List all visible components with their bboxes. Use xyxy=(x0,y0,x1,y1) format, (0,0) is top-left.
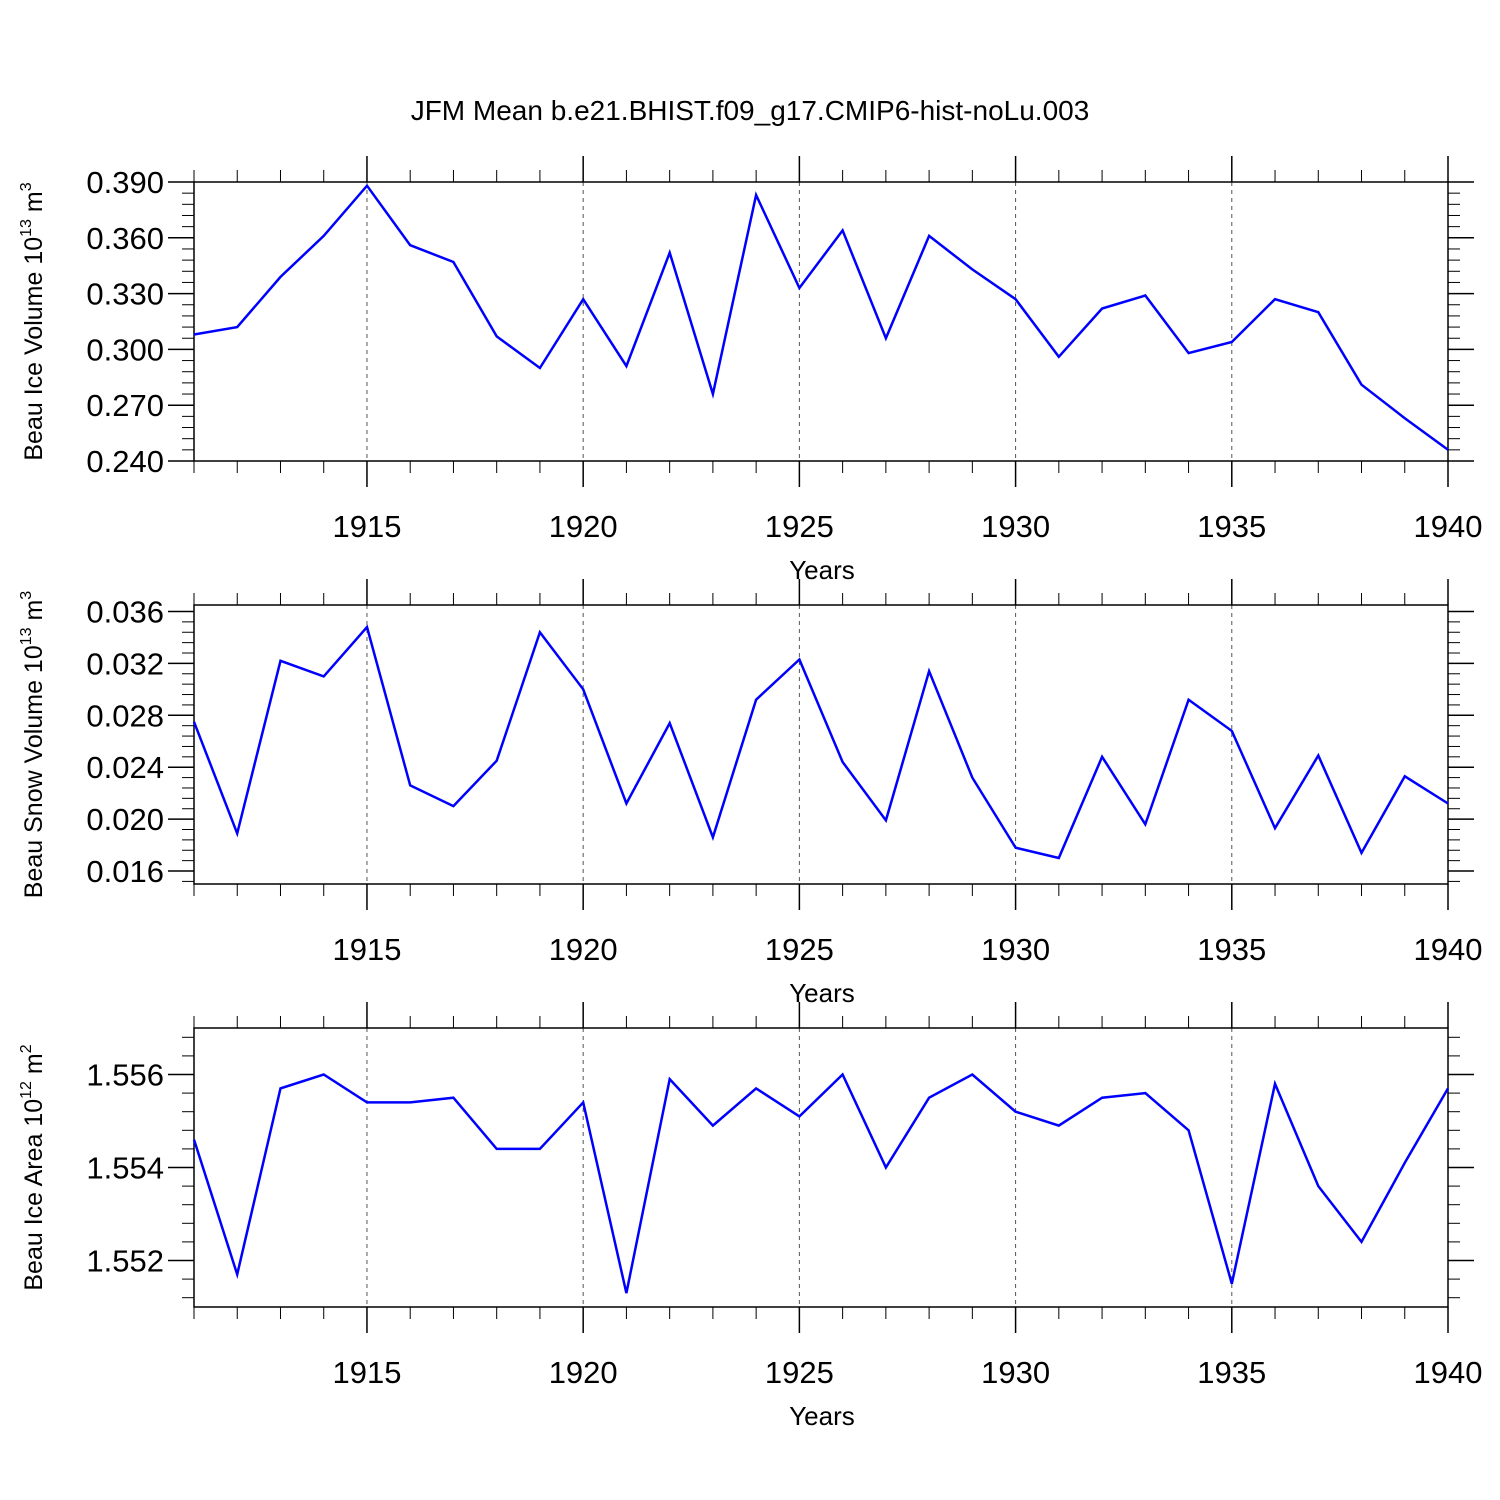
x-tick-label: 1920 xyxy=(549,932,618,967)
y-axis-label: Beau Ice Volume 1013 m3 xyxy=(18,182,48,460)
x-tick-label: 1930 xyxy=(981,932,1050,967)
x-tick-label: 1925 xyxy=(765,509,834,544)
x-tick-label: 1920 xyxy=(549,509,618,544)
y-tick-label: 0.330 xyxy=(86,277,164,312)
chart-panel-1: 0.240 0.270 0.300 0.330 0.360 0.390 1915 1920 19… xyxy=(18,156,1482,585)
y-tick-label: 0.270 xyxy=(86,388,164,423)
y-axis-label: Beau Ice Area 1012 m2 xyxy=(18,1044,48,1290)
y-tick-label: 0.360 xyxy=(86,221,164,256)
y-tick-label: 0.036 xyxy=(86,594,164,629)
x-axis-label: Years xyxy=(789,1401,855,1431)
plot-frame xyxy=(193,604,1449,885)
series-line xyxy=(192,624,1449,860)
chart-panel-2: 0.016 0.020 0.024 0.028 0.032 0.036 1915 1920 19… xyxy=(18,579,1482,1008)
chart-title: JFM Mean b.e21.BHIST.f09_g17.CMIP6-hist-… xyxy=(411,95,1090,126)
x-tick-label: 1935 xyxy=(1197,509,1266,544)
y-tick-label: 0.024 xyxy=(86,750,164,785)
panels: 0.240 0.270 0.300 0.330 0.360 0.390 1915 1920 19… xyxy=(18,156,1482,1431)
x-tick-label: 1940 xyxy=(1414,509,1483,544)
x-axis-label: Years xyxy=(789,555,855,585)
y-tick-label: 0.020 xyxy=(86,802,164,837)
x-tick-label: 1915 xyxy=(332,509,401,544)
y-tick-label: 0.390 xyxy=(86,165,164,200)
plot-frame xyxy=(193,1027,1449,1308)
x-tick-label: 1920 xyxy=(549,1355,618,1390)
y-tick-label: 1.552 xyxy=(86,1244,164,1279)
x-axis-label: Years xyxy=(789,978,855,1008)
x-tick-label: 1935 xyxy=(1197,1355,1266,1390)
x-tick-label: 1930 xyxy=(981,509,1050,544)
x-tick-label: 1915 xyxy=(332,1355,401,1390)
y-tick-label: 0.032 xyxy=(86,646,164,681)
x-tick-label: 1925 xyxy=(765,1355,834,1390)
y-tick-label: 0.028 xyxy=(86,698,164,733)
x-tick-label: 1940 xyxy=(1414,1355,1483,1390)
x-tick-label: 1915 xyxy=(332,932,401,967)
x-tick-label: 1930 xyxy=(981,1355,1050,1390)
y-tick-label: 1.556 xyxy=(86,1058,164,1093)
y-tick-label: 0.016 xyxy=(86,854,164,889)
y-tick-label: 0.300 xyxy=(86,332,164,367)
y-tick-label: 1.554 xyxy=(86,1151,164,1186)
y-tick-label: 0.240 xyxy=(86,444,164,479)
x-tick-label: 1940 xyxy=(1414,932,1483,967)
x-tick-label: 1925 xyxy=(765,932,834,967)
series-line xyxy=(192,1072,1450,1294)
chart-panel-3: 1.552 1.554 1.556 1915 1920 1925 1930 1935 1940 Y… xyxy=(18,1002,1482,1431)
x-tick-label: 1935 xyxy=(1197,932,1266,967)
plot-frame xyxy=(193,181,1449,462)
series-line xyxy=(193,183,1449,451)
y-axis-label: Beau Snow Volume 1013 m3 xyxy=(18,591,48,899)
